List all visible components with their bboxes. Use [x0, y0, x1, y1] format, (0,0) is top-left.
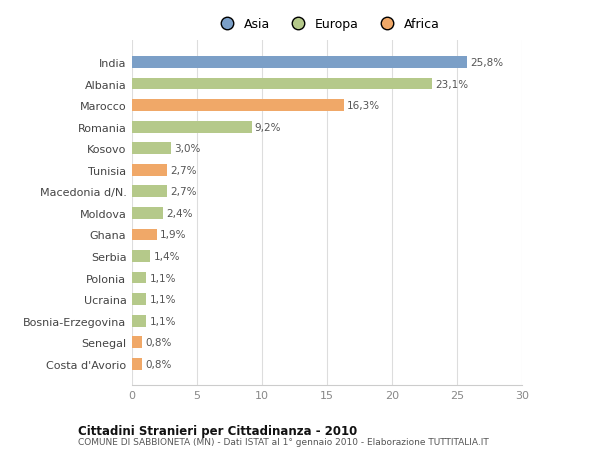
Text: 0,8%: 0,8% [146, 359, 172, 369]
Text: 1,1%: 1,1% [149, 295, 176, 304]
Text: 16,3%: 16,3% [347, 101, 380, 111]
Bar [132, 358, 142, 370]
Text: 1,1%: 1,1% [149, 273, 176, 283]
Text: 2,4%: 2,4% [166, 208, 193, 218]
Text: 1,1%: 1,1% [149, 316, 176, 326]
Text: 23,1%: 23,1% [436, 79, 469, 90]
Text: 0,8%: 0,8% [146, 337, 172, 347]
Bar [132, 207, 163, 219]
Text: 25,8%: 25,8% [470, 58, 504, 68]
Text: 2,7%: 2,7% [170, 165, 197, 175]
Text: 1,9%: 1,9% [160, 230, 187, 240]
Bar [132, 229, 157, 241]
Text: 1,4%: 1,4% [154, 252, 180, 262]
Bar [132, 272, 146, 284]
Bar [132, 78, 432, 90]
Bar [132, 122, 251, 133]
Text: 9,2%: 9,2% [255, 123, 281, 132]
Bar [132, 100, 344, 112]
Bar [132, 315, 146, 327]
Bar [132, 294, 146, 305]
Legend: Asia, Europa, Africa: Asia, Europa, Africa [209, 13, 445, 36]
Bar [132, 336, 142, 348]
Bar [132, 57, 467, 69]
Bar [132, 186, 167, 198]
Bar [132, 143, 171, 155]
Bar [132, 164, 167, 176]
Text: Cittadini Stranieri per Cittadinanza - 2010: Cittadini Stranieri per Cittadinanza - 2… [78, 425, 357, 437]
Text: COMUNE DI SABBIONETA (MN) - Dati ISTAT al 1° gennaio 2010 - Elaborazione TUTTITA: COMUNE DI SABBIONETA (MN) - Dati ISTAT a… [78, 437, 489, 446]
Bar [132, 251, 150, 263]
Text: 2,7%: 2,7% [170, 187, 197, 197]
Text: 3,0%: 3,0% [174, 144, 200, 154]
